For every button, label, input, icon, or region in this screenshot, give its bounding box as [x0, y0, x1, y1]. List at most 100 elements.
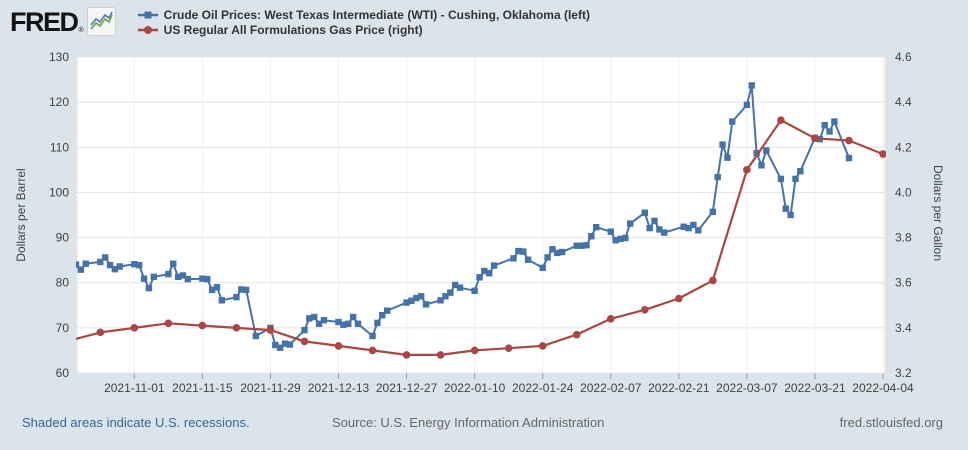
- fred-logo-registered-mark: ®: [78, 27, 84, 34]
- legend-item-wti: Crude Oil Prices: West Texas Intermediat…: [137, 8, 590, 22]
- wti-data-point: [792, 175, 799, 183]
- wti-data-point: [656, 226, 663, 233]
- wti-data-point: [845, 154, 853, 162]
- gas-data-point: [402, 351, 411, 359]
- wti-data-point: [588, 233, 595, 240]
- wti-data-point: [311, 313, 318, 321]
- fred-logo-text: FRED: [10, 6, 79, 37]
- wti-data-point: [135, 261, 143, 269]
- wti-data-point: [627, 220, 634, 227]
- right-axis-tick-label: 4.2: [895, 140, 912, 154]
- wti-data-point: [218, 297, 226, 304]
- left-axis-title: Dollars per Barrel: [14, 168, 28, 262]
- wti-data-point: [826, 128, 833, 135]
- wti-data-point: [422, 301, 430, 308]
- wti-data-point: [524, 256, 532, 263]
- right-axis-tick-label: 3.4: [895, 321, 912, 335]
- legend-label-gas: US Regular All Formulations Gas Price (r…: [163, 23, 423, 37]
- left-axis-tick-label: 60: [56, 366, 70, 380]
- gas-data-point: [572, 330, 581, 339]
- wti-data-point: [651, 217, 658, 225]
- wti-data-point: [442, 293, 449, 300]
- wti-data-point: [306, 315, 313, 322]
- wti-data-point: [184, 275, 192, 283]
- wti-data-point: [242, 286, 250, 294]
- gas-data-point: [130, 324, 139, 332]
- plot-background: [76, 56, 886, 374]
- left-axis-tick-label: 120: [49, 95, 69, 109]
- wti-data-point: [714, 173, 721, 181]
- wti-data-point: [335, 318, 342, 326]
- wti-data-point: [354, 320, 362, 327]
- wti-data-point: [345, 320, 352, 327]
- wti-data-point: [578, 242, 585, 249]
- x-axis-tick-label: 2021-11-29: [240, 381, 301, 395]
- wti-data-point: [451, 281, 459, 289]
- gas-legend-marker-icon: [137, 26, 158, 34]
- wti-data-point: [641, 209, 648, 216]
- wti-data-point: [383, 307, 391, 314]
- x-axis-tick-label: 2021-12-13: [308, 381, 370, 395]
- wti-data-point: [709, 208, 717, 216]
- wti-data-point: [77, 266, 85, 273]
- wti-data-point: [787, 211, 794, 219]
- wti-data-point: [690, 221, 697, 229]
- wti-data-point: [558, 248, 566, 256]
- wti-data-point: [340, 321, 347, 328]
- gas-data-point: [811, 134, 819, 143]
- wti-data-point: [106, 261, 114, 269]
- fred-logo-chart-icon: [86, 7, 116, 36]
- x-axis-tick-label: 2022-01-24: [512, 381, 574, 395]
- wti-data-point: [301, 326, 308, 334]
- wti-data-point: [150, 273, 157, 281]
- wti-data-point: [782, 205, 789, 212]
- wti-data-point: [486, 270, 493, 277]
- wti-data-point: [97, 258, 104, 266]
- gas-data-point: [675, 294, 683, 303]
- wti-data-point: [831, 118, 838, 125]
- gas-data-point: [164, 319, 173, 328]
- wti-data-point: [777, 175, 785, 183]
- wti-data-point: [456, 284, 464, 291]
- fred-logo[interactable]: FRED ®: [10, 7, 116, 36]
- gas-data-point: [368, 346, 377, 355]
- wti-data-point: [592, 223, 600, 231]
- wti-data-point: [447, 289, 454, 296]
- header: FRED ® Crude Oil Prices: West Texas Inte…: [10, 7, 590, 38]
- recessions-note-link[interactable]: Shaded areas indicate U.S. recessions.: [22, 415, 250, 430]
- wti-data-point: [204, 275, 211, 283]
- wti-data-point: [476, 274, 483, 281]
- wti-data-point: [272, 341, 279, 349]
- wti-data-point: [276, 344, 284, 351]
- left-axis-tick-label: 100: [49, 185, 69, 199]
- wti-data-point: [417, 293, 425, 300]
- gas-data-point: [470, 346, 479, 355]
- gas-data-point: [96, 328, 105, 337]
- wti-data-point: [573, 242, 580, 249]
- wti-data-point: [252, 332, 260, 340]
- gas-data-point: [436, 351, 445, 359]
- legend-label-wti: Crude Oil Prices: West Texas Intermediat…: [163, 8, 590, 22]
- wti-data-point: [174, 273, 182, 281]
- wti-data-point: [320, 316, 328, 324]
- wti-data-point: [743, 101, 751, 109]
- gas-data-point: [198, 321, 207, 330]
- right-axis-tick-label: 3.2: [895, 366, 912, 380]
- wti-data-point: [140, 275, 148, 282]
- wti-data-point: [539, 264, 546, 272]
- left-axis-tick-label: 80: [56, 276, 70, 290]
- gas-data-point: [266, 326, 275, 334]
- x-axis-tick-label: 2022-02-07: [580, 381, 642, 395]
- wti-data-point: [607, 228, 614, 235]
- wti-data-point: [622, 234, 629, 242]
- right-axis-tick-label: 3.8: [895, 231, 912, 245]
- gas-data-point: [62, 338, 70, 346]
- right-axis-tick-label: 3.6: [895, 276, 912, 290]
- gas-data-point: [504, 344, 513, 352]
- wti-data-point: [82, 260, 89, 267]
- wti-data-point: [413, 294, 420, 302]
- wti-data-point: [612, 237, 619, 244]
- wti-data-point: [437, 297, 444, 304]
